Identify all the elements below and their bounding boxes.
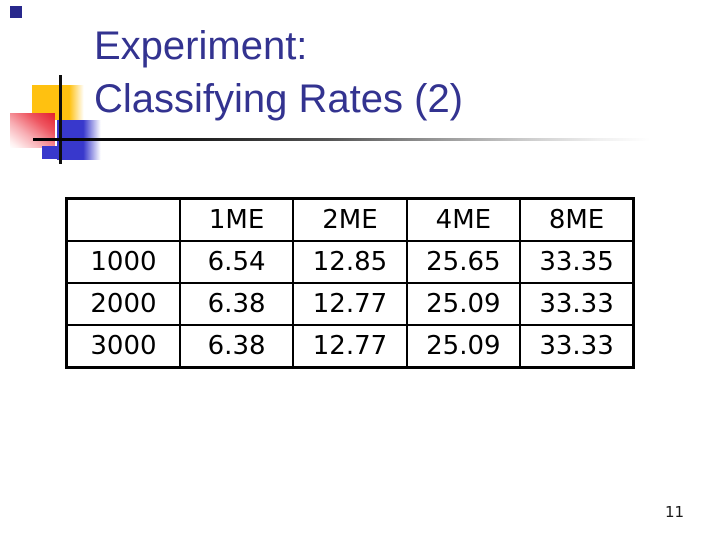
table-row: 3000 6.38 12.77 25.09 33.33 — [65, 324, 635, 369]
red-gradient-square-decoration — [10, 113, 55, 148]
table-cell: 33.33 — [519, 324, 635, 369]
table-cell: 12.85 — [292, 240, 408, 284]
table-header-cell-blank — [65, 197, 181, 242]
slide-title: Experiment: Classifying Rates (2) — [94, 20, 463, 126]
table-row: 2000 6.38 12.77 25.09 33.33 — [65, 282, 635, 326]
table-cell: 6.54 — [178, 240, 295, 284]
table-header-cell-4me: 4ME — [405, 197, 522, 242]
table-cell: 33.33 — [519, 282, 635, 326]
table-header-cell-1me: 1ME — [178, 197, 295, 242]
page-number: 11 — [665, 503, 685, 521]
results-table: 1ME 2ME 4ME 8ME 1000 6.54 12.85 25.65 33… — [65, 197, 635, 369]
table-cell: 25.09 — [405, 282, 522, 326]
slide-title-line1: Experiment: — [94, 24, 308, 68]
row-label: 3000 — [65, 324, 181, 369]
blue-square-small-decoration — [42, 146, 58, 159]
table-cell: 25.65 — [405, 240, 522, 284]
table-header-cell-8me: 8ME — [519, 197, 635, 242]
row-label: 1000 — [65, 240, 181, 284]
table-cell: 12.77 — [292, 324, 408, 369]
table-header-row: 1ME 2ME 4ME 8ME — [65, 197, 635, 242]
table-header-cell-2me: 2ME — [292, 197, 408, 242]
table-cell: 6.38 — [178, 324, 295, 369]
table-cell: 25.09 — [405, 324, 522, 369]
table-cell: 33.35 — [519, 240, 635, 284]
table-cell: 12.77 — [292, 282, 408, 326]
table-cell: 6.38 — [178, 282, 295, 326]
row-label: 2000 — [65, 282, 181, 326]
title-underline — [33, 138, 690, 141]
slide-title-line2: Classifying Rates (2) — [94, 77, 464, 121]
corner-square-decoration — [10, 6, 22, 18]
table-row: 1000 6.54 12.85 25.65 33.35 — [65, 240, 635, 284]
vertical-crosshair-line — [59, 75, 62, 164]
